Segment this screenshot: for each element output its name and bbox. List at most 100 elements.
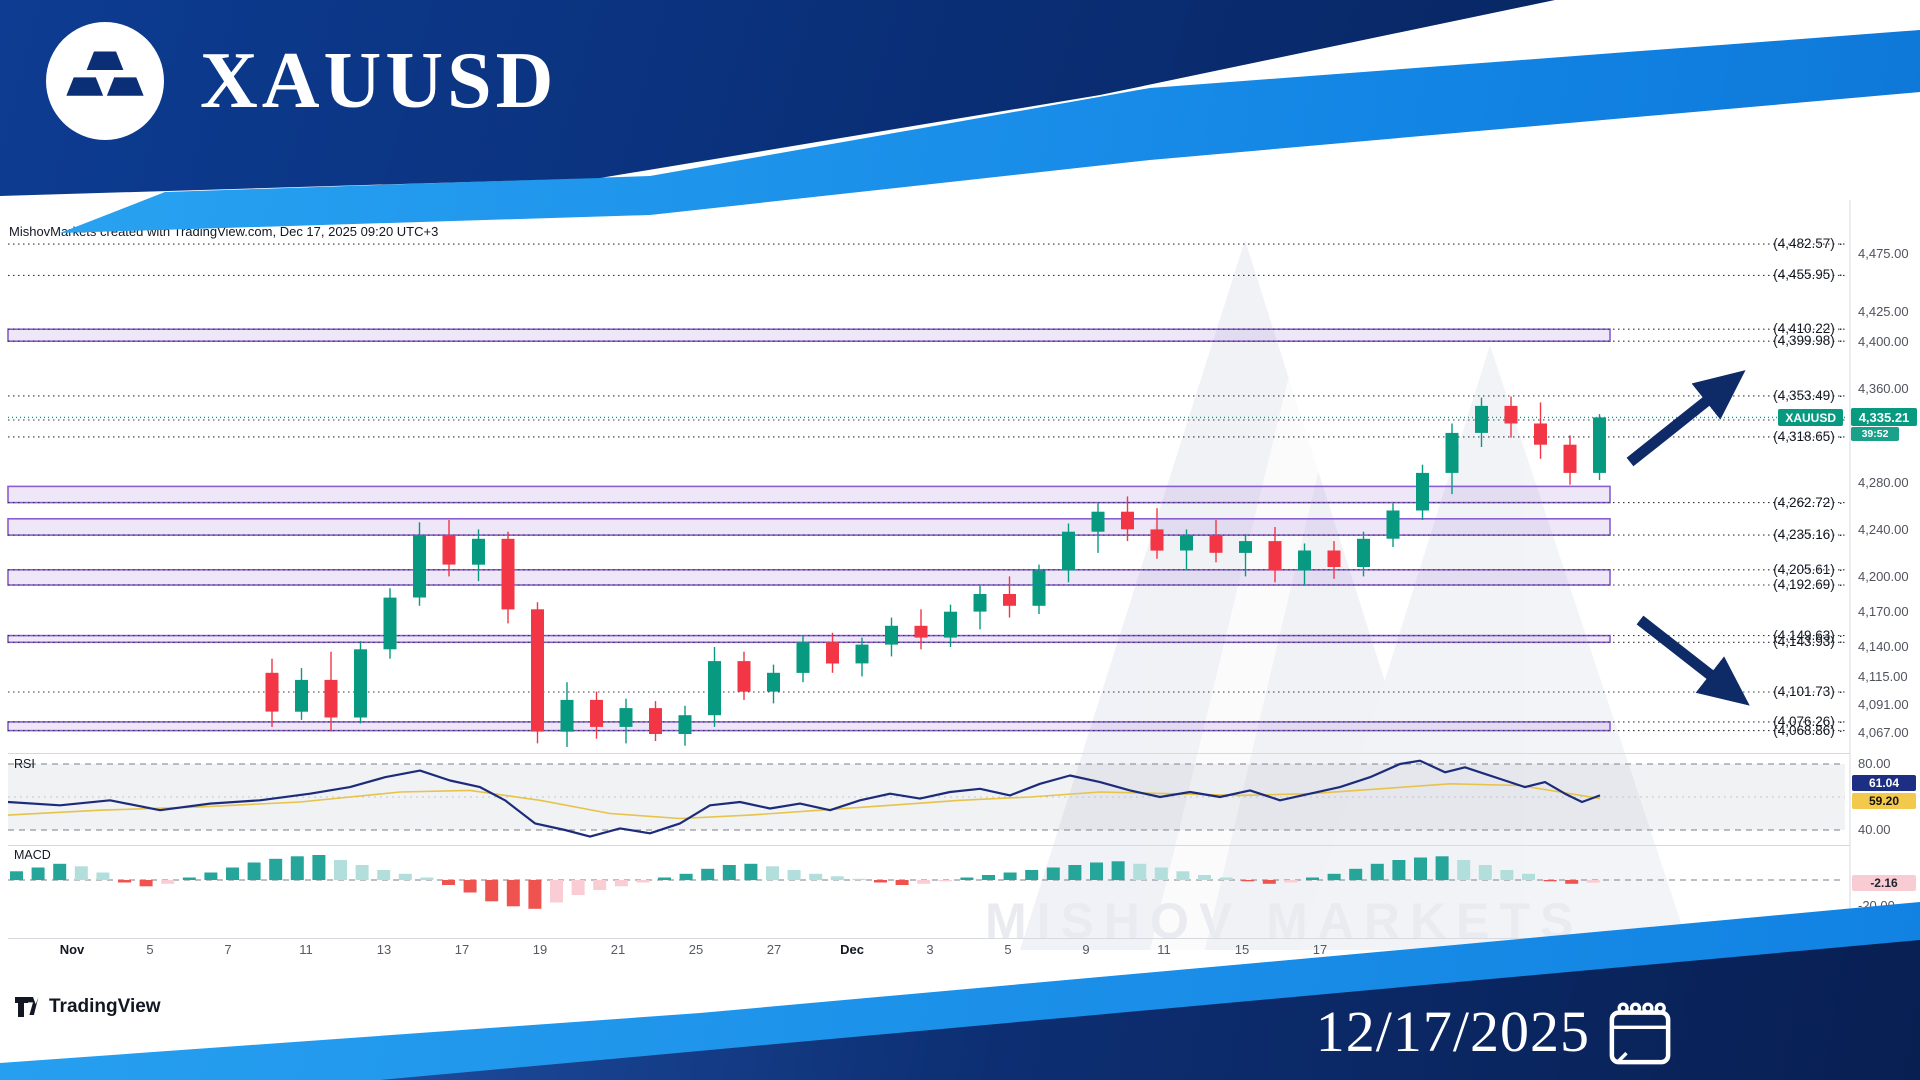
time-tick-label: 9	[1082, 942, 1090, 957]
macd-bar	[1154, 867, 1168, 880]
macd-bar	[53, 863, 67, 881]
candle	[354, 641, 367, 724]
macd-bar	[161, 880, 175, 884]
macd-pane-label: MACD	[14, 848, 51, 862]
gold-bars-icon	[46, 22, 164, 140]
price-tick-label: 4,280.00	[1858, 474, 1909, 490]
price-level-label: (4,101.73) ·	[1773, 683, 1843, 699]
macd-bar	[1500, 870, 1514, 880]
macd-bar	[874, 880, 887, 883]
macd-bar	[636, 880, 650, 883]
macd-bar	[269, 858, 283, 881]
macd-bar	[334, 860, 347, 880]
candle	[590, 691, 603, 739]
candle	[1357, 531, 1370, 577]
supply-demand-zone[interactable]	[7, 485, 1611, 504]
supply-demand-zone[interactable]	[7, 517, 1611, 536]
time-tick-label: 17	[1312, 942, 1328, 957]
candle	[324, 651, 338, 732]
price-level-label: (4,318.65) ·	[1773, 428, 1843, 444]
candle	[1563, 435, 1577, 485]
macd-bar	[809, 873, 823, 881]
time-tick-label: 3	[926, 942, 934, 957]
price-tick-label: 4,425.00	[1858, 304, 1909, 320]
time-tick-label: 21	[610, 942, 626, 957]
candle	[501, 531, 515, 624]
price-tick-label: 4,067.00	[1858, 725, 1909, 741]
supply-demand-zone[interactable]	[7, 328, 1611, 343]
supply-demand-zone[interactable]	[7, 634, 1611, 644]
calendar-icon	[1604, 998, 1676, 1075]
macd-bar	[1219, 877, 1233, 880]
macd-bar	[1176, 871, 1190, 881]
candle	[413, 522, 426, 606]
macd-bar	[1241, 880, 1255, 882]
macd-bar	[722, 865, 736, 880]
macd-bar	[10, 871, 23, 881]
macd-bar	[204, 872, 218, 880]
macd-bar	[377, 870, 391, 880]
macd-bar	[1003, 872, 1017, 880]
candle	[855, 637, 869, 677]
rsi-pane-label: RSI	[14, 757, 35, 771]
macd-bar	[1306, 877, 1319, 880]
candle	[1298, 543, 1311, 586]
supply-demand-zone[interactable]	[7, 721, 1611, 732]
macd-bar	[182, 877, 196, 880]
macd-bar	[1457, 860, 1471, 880]
last-price-chip: 4,335.21	[1851, 408, 1917, 426]
price-level-label: (4,076.26) ·	[1773, 713, 1843, 729]
macd-bar	[1522, 873, 1535, 881]
candle	[1386, 503, 1400, 547]
candle	[678, 705, 692, 746]
macd-bar	[679, 873, 693, 881]
candle	[472, 529, 485, 582]
macd-bar	[550, 880, 563, 903]
macd-bar	[1435, 856, 1449, 881]
tradingview-logo-link[interactable]: TradingView	[15, 996, 161, 1018]
candle	[1268, 527, 1282, 583]
price-level-label: (4,149.63) ·	[1773, 627, 1843, 643]
macd-bar	[614, 880, 628, 887]
time-tick-label: Nov	[59, 942, 85, 957]
trend-arrow-up[interactable]	[1626, 370, 1746, 467]
macd-bar	[226, 867, 239, 880]
macd-bar	[1478, 865, 1492, 880]
supply-demand-zone[interactable]	[7, 568, 1611, 586]
macd-bar	[139, 880, 153, 887]
macd-bar	[485, 880, 499, 902]
macd-bar	[420, 877, 434, 880]
tradingview-label: TradingView	[49, 996, 161, 1017]
candle	[619, 698, 633, 744]
trend-arrow-down[interactable]	[1636, 615, 1750, 706]
macd-bar	[744, 863, 758, 881]
footer-date: 12/17/2025	[1315, 999, 1590, 1064]
macd-bar	[658, 877, 671, 880]
candle	[944, 604, 957, 647]
candle	[265, 658, 279, 727]
candle	[1062, 523, 1075, 583]
price-tick-label: 4,400.00	[1858, 333, 1909, 349]
macd-bar	[118, 880, 131, 883]
macd-bar	[398, 873, 412, 881]
macd-bar	[1068, 865, 1082, 880]
candle	[1121, 496, 1134, 542]
page-title: XAUUSD	[200, 37, 558, 125]
price-level-label: (4,205.61) ·	[1773, 561, 1843, 577]
candle	[1504, 396, 1518, 438]
macd-bar	[593, 880, 607, 890]
candle	[885, 617, 898, 657]
candle	[1003, 576, 1016, 618]
macd-bar	[528, 880, 542, 909]
price-level-label: (4,235.16) ·	[1773, 527, 1843, 543]
candle	[1593, 414, 1606, 480]
candle	[560, 682, 574, 747]
macd-bar	[917, 880, 931, 884]
macd-bar	[1392, 860, 1406, 880]
price-level-label: (4,399.98) ·	[1773, 333, 1843, 349]
macd-bar	[787, 870, 801, 880]
rsi-ma-line	[7, 782, 1601, 820]
macd-bar	[1133, 863, 1147, 881]
